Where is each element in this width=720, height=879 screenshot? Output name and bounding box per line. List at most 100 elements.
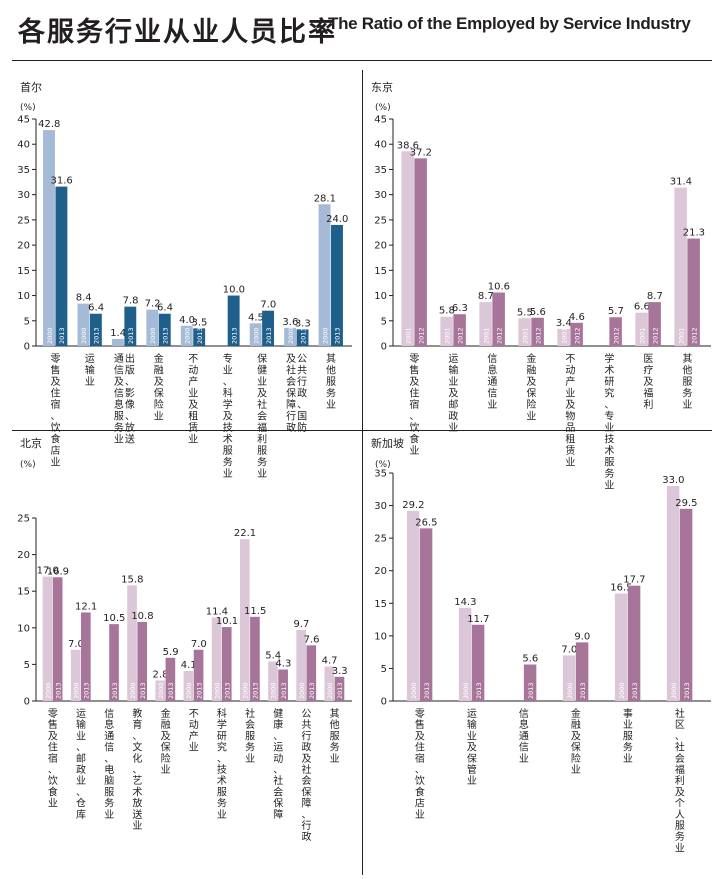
- city-label: 首尔: [20, 80, 42, 94]
- bar-value-label: 15.8: [121, 574, 143, 585]
- bar-2000: [249, 323, 262, 346]
- y-tick-label: 45: [374, 115, 387, 126]
- y-tick-label: 5: [24, 316, 30, 327]
- bar-year-label: 2000: [44, 682, 52, 699]
- beijing-chart: 北京 (%) 0 5 10 15 20 25 2000 17.0 2013 16.9 零售及住宿、饮食业…: [17, 436, 352, 843]
- category-label: 金融及保险业: [526, 352, 536, 423]
- bar-value-label: 7.0: [561, 644, 577, 655]
- y-tick-label: 40: [374, 140, 387, 151]
- bar-2001: [401, 151, 414, 346]
- bar-year-label: 2001: [560, 327, 568, 344]
- bar-value-label: 3.3: [332, 666, 348, 677]
- y-tick-label: 20: [374, 566, 387, 577]
- bar-year-label: 2013: [475, 682, 483, 699]
- bar-2013: [419, 528, 433, 701]
- bar-year-label: 2000: [213, 682, 221, 699]
- bar-2001: [479, 302, 492, 346]
- bar-2013: [278, 669, 288, 701]
- bar-year-label: 2013: [336, 682, 344, 699]
- bar-year-label: 2013: [527, 682, 535, 699]
- bar-year-label: 2013: [139, 682, 147, 699]
- category-label: 健康、运动、社会保障: [273, 708, 283, 821]
- bar-2012: [609, 317, 622, 346]
- y-tick-label: 10: [374, 631, 387, 642]
- bar-value-label: 11.4: [206, 607, 228, 618]
- bar-year-label: 2000: [149, 327, 157, 344]
- bar-year-label: 2000: [462, 682, 470, 699]
- category-label: 公共行政及社会保障、行政: [301, 709, 311, 843]
- bar-value-label: 4.5: [248, 312, 264, 323]
- category-label: 零售及住宿、饮食店业: [415, 708, 425, 821]
- category-label: 保健业及社会福利服务业: [257, 352, 267, 480]
- category-label: 金融及保险业: [161, 707, 171, 776]
- bar-value-label: 12.1: [75, 601, 97, 612]
- bar-year-label: 2013: [167, 682, 175, 699]
- bar-year-label: 2000: [618, 682, 626, 699]
- bar-year-label: 2013: [230, 327, 238, 344]
- bar-value-label: 31.4: [670, 177, 692, 188]
- bar-year-label: 2013: [196, 327, 204, 344]
- category-label: 信息通信业: [519, 708, 529, 765]
- bar-2000: [127, 585, 137, 701]
- category-label: 学术研究、专业技术服务业: [604, 352, 614, 492]
- bar-2000: [614, 593, 628, 701]
- bar-year-label: 2001: [404, 327, 412, 344]
- bar-2013: [55, 186, 68, 346]
- bar-2001: [674, 187, 687, 346]
- category-label: 零售及住宿、饮食店业: [50, 353, 60, 469]
- bar-2001: [440, 316, 453, 346]
- bar-2013: [627, 585, 641, 701]
- bar-2013: [158, 313, 171, 346]
- bar-2000: [318, 204, 331, 346]
- y-tick-label: 15: [374, 266, 387, 277]
- y-tick-label: 5: [24, 660, 30, 671]
- bar-value-label: 9.7: [293, 619, 309, 630]
- bar-year-label: 2000: [670, 682, 678, 699]
- y-tick-label: 15: [17, 266, 30, 277]
- bar-2013: [250, 616, 260, 701]
- bar-2013: [296, 329, 309, 346]
- center-divider: [362, 70, 363, 875]
- category-label: 不动产业及租赁业: [188, 354, 198, 446]
- y-tick-label: 5: [381, 664, 387, 675]
- category-label: 运输业: [85, 353, 95, 388]
- y-tick-label: 35: [374, 469, 387, 480]
- bar-2000: [42, 576, 53, 701]
- bar-year-label: 2000: [321, 327, 329, 344]
- y-tick-label: 25: [17, 215, 30, 226]
- bar-value-label: 10.5: [103, 613, 125, 624]
- singapore-chart: 新加坡 (%) 0 5 10 15 20 25 30 35 2000 29.2 2013 26.5 零售及住…: [371, 436, 711, 854]
- bar-2013: [227, 295, 240, 346]
- category-label: 金融及保险业: [571, 707, 581, 776]
- bar-year-label: 2013: [195, 682, 203, 699]
- bar-year-label: 2013: [299, 327, 307, 344]
- bar-value-label: 7.0: [260, 300, 276, 311]
- bar-value-label: 22.1: [234, 528, 256, 539]
- category-label: 科学研究、技术服务业: [217, 707, 227, 821]
- bar-2000: [146, 309, 159, 346]
- bar-2012: [414, 158, 427, 346]
- bar-2000: [562, 655, 576, 701]
- top-divider: [12, 60, 712, 61]
- bar-value-label: 7.8: [123, 296, 139, 307]
- bar-value-label: 10.8: [131, 611, 153, 622]
- y-tick-label: 25: [374, 534, 387, 545]
- y-tick-label: 10: [374, 291, 387, 302]
- bar-2000: [111, 338, 124, 346]
- bar-value-label: 7.2: [145, 299, 161, 310]
- y-tick-label: 45: [17, 115, 30, 126]
- bar-2012: [453, 314, 466, 346]
- bar-year-label: 2013: [127, 327, 135, 344]
- bar-value-label: 4.3: [275, 659, 291, 670]
- bar-value-label: 37.2: [410, 147, 432, 158]
- y-axis-unit: (%): [375, 103, 391, 113]
- category-label: 教育、文化、艺术放送业: [132, 707, 142, 832]
- bar-value-label: 26.5: [415, 517, 437, 528]
- bar-value-label: 10.6: [488, 282, 510, 293]
- bar-value-label: 10.1: [216, 616, 238, 627]
- bar-2001: [518, 318, 531, 346]
- bar-2013: [679, 508, 693, 701]
- bar-value-label: 7.0: [68, 639, 84, 650]
- bar-year-label: 2000: [326, 682, 334, 699]
- bar-2013: [81, 612, 91, 701]
